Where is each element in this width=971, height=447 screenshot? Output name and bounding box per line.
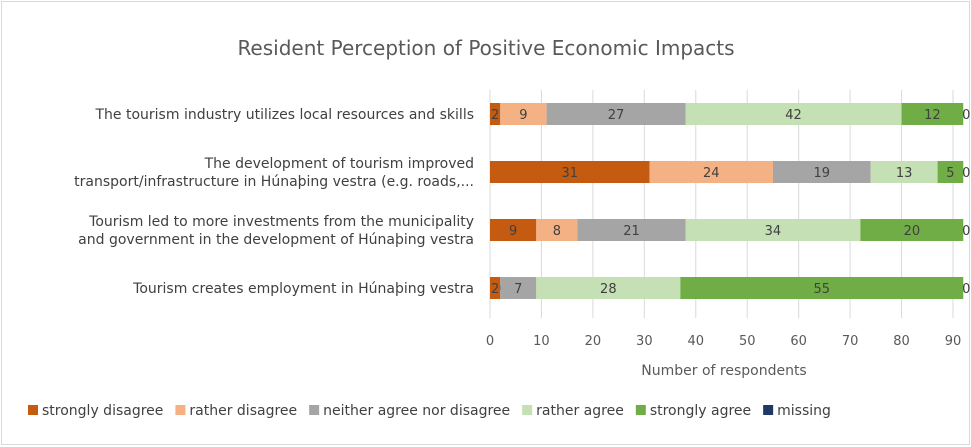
data-label: 12 bbox=[924, 108, 941, 123]
bar-segment bbox=[490, 277, 501, 299]
x-tick-label: 80 bbox=[893, 334, 910, 349]
x-tick-label: 60 bbox=[790, 334, 807, 349]
data-label: 0 bbox=[962, 224, 970, 239]
bar-segment bbox=[490, 161, 650, 183]
bar-segment bbox=[490, 103, 501, 125]
x-axis-ticks: 0 10 20 30 40 50 60 70 80 90 bbox=[486, 334, 961, 349]
data-label: 27 bbox=[608, 108, 625, 123]
x-tick-label: 70 bbox=[842, 334, 859, 349]
bar-segment bbox=[490, 219, 537, 241]
bar-segment bbox=[680, 277, 964, 299]
data-label: 2 bbox=[491, 108, 499, 123]
x-tick-label: 50 bbox=[739, 334, 756, 349]
category-label: and government in the development of Hún… bbox=[78, 232, 474, 248]
bar-segment bbox=[937, 161, 964, 183]
data-label: 20 bbox=[904, 224, 921, 239]
x-axis-title: Number of respondents bbox=[641, 363, 806, 379]
bar-segment bbox=[685, 219, 861, 241]
data-label: 34 bbox=[765, 224, 782, 239]
bar-segment bbox=[901, 103, 964, 125]
legend-swatch bbox=[28, 405, 38, 415]
bar-series: 292742120312419135098213420020728550 bbox=[490, 103, 970, 299]
bar-segment bbox=[772, 161, 871, 183]
legend-swatch bbox=[635, 405, 646, 415]
data-label: 31 bbox=[561, 166, 578, 181]
bar-segment bbox=[860, 219, 964, 241]
bar-segment bbox=[685, 103, 902, 125]
legend-swatch bbox=[522, 405, 533, 415]
data-label: 8 bbox=[553, 224, 561, 239]
data-label: 9 bbox=[519, 108, 527, 123]
x-tick-label: 0 bbox=[486, 334, 494, 349]
data-label: 0 bbox=[962, 166, 970, 181]
legend-label: rather agree bbox=[536, 403, 624, 419]
x-tick-label: 90 bbox=[945, 334, 962, 349]
category-label: transport/infrastructure in Húnaþing ves… bbox=[74, 174, 474, 190]
data-label: 24 bbox=[703, 166, 720, 181]
category-label: Tourism creates employment in Húnaþing v… bbox=[132, 281, 474, 297]
bar-segment bbox=[546, 103, 686, 125]
data-label: 5 bbox=[946, 166, 954, 181]
data-label: 9 bbox=[509, 224, 517, 239]
data-label: 19 bbox=[814, 166, 831, 181]
bar-segment bbox=[577, 219, 686, 241]
bar-segment bbox=[870, 161, 938, 183]
data-label: 55 bbox=[814, 282, 831, 297]
data-label: 7 bbox=[514, 282, 522, 297]
x-tick-label: 20 bbox=[585, 334, 602, 349]
legend-swatch bbox=[309, 405, 320, 415]
legend-label: rather disagree bbox=[189, 403, 297, 419]
bar-segment bbox=[500, 277, 537, 299]
bar-segment bbox=[500, 103, 547, 125]
data-label: 42 bbox=[785, 108, 802, 123]
data-label: 0 bbox=[962, 282, 970, 297]
legend-swatch bbox=[175, 405, 186, 415]
data-label: 2 bbox=[491, 282, 499, 297]
category-label: The development of tourism improved bbox=[204, 156, 474, 172]
category-label: Tourism led to more investments from the… bbox=[88, 214, 474, 230]
data-label: 28 bbox=[600, 282, 617, 297]
category-labels: The tourism industry utilizes local reso… bbox=[74, 107, 474, 297]
legend-label: missing bbox=[777, 403, 831, 419]
bar-segment bbox=[536, 219, 578, 241]
chart-title: Resident Perception of Positive Economic… bbox=[237, 36, 734, 60]
x-tick-label: 10 bbox=[533, 334, 550, 349]
legend-label: strongly agree bbox=[650, 403, 751, 419]
data-label: 13 bbox=[896, 166, 913, 181]
legend: strongly disagree rather disagree neither … bbox=[28, 403, 831, 419]
bar-segment bbox=[649, 161, 773, 183]
legend-label: strongly disagree bbox=[42, 403, 163, 419]
x-tick-label: 40 bbox=[688, 334, 705, 349]
data-label: 0 bbox=[962, 108, 970, 123]
bar-segment bbox=[536, 277, 681, 299]
x-tick-label: 30 bbox=[636, 334, 653, 349]
legend-swatch bbox=[763, 405, 774, 415]
data-label: 21 bbox=[623, 224, 640, 239]
legend-label: neither agree nor disagree bbox=[323, 403, 510, 419]
category-label: The tourism industry utilizes local reso… bbox=[95, 107, 475, 123]
